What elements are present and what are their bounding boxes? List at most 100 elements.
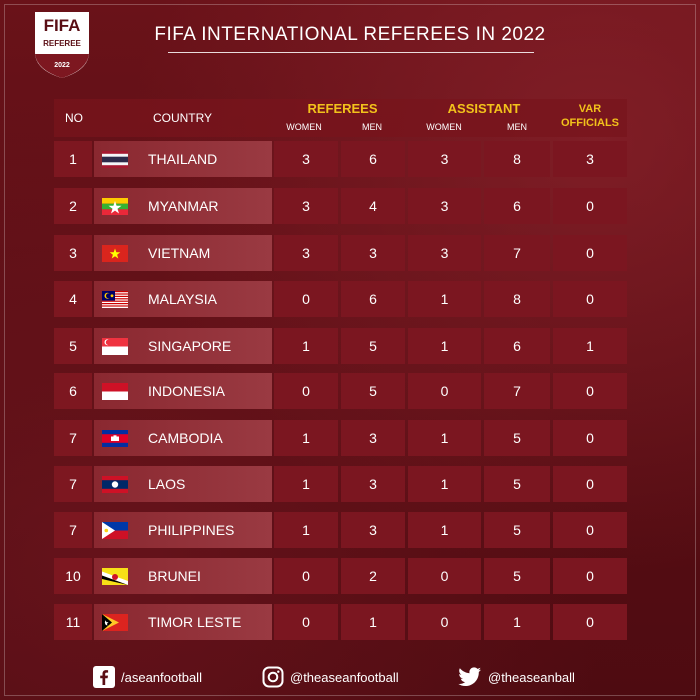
twitter-icon [458, 667, 481, 686]
indonesia-flag-icon [102, 382, 128, 400]
var-cell: 0 [553, 235, 627, 271]
var-cell: 0 [553, 188, 627, 224]
ref-men-cell: 3 [341, 466, 405, 502]
ref-men-cell: 6 [341, 281, 405, 317]
country-name: INDONESIA [148, 383, 226, 399]
footer-facebook[interactable]: /aseanfootball [93, 662, 202, 692]
ref-men-cell: 1 [341, 604, 405, 640]
ast-women-cell: 1 [408, 512, 481, 548]
ast-women-cell: 3 [408, 235, 481, 271]
page-title: FIFA INTERNATIONAL REFEREES IN 2022 [154, 24, 546, 45]
country-cell: VIETNAM [94, 235, 272, 271]
footer-instagram[interactable]: @theaseanfootball [262, 662, 399, 692]
title-underline [168, 52, 534, 53]
vietnam-flag-icon [102, 244, 128, 262]
ast-men-cell: 5 [484, 466, 550, 502]
ref-men-cell: 5 [341, 328, 405, 364]
ref-women-cell: 0 [274, 558, 338, 594]
footer-twitter[interactable]: @theaseanball [458, 662, 575, 692]
ast-women-cell: 1 [408, 328, 481, 364]
ref-women-cell: 1 [274, 512, 338, 548]
ast-women-cell: 0 [408, 373, 481, 409]
var-cell: 0 [553, 558, 627, 594]
table-row: 6 INDONESIA 0 5 0 7 0 [0, 373, 700, 409]
ref-women-cell: 0 [274, 281, 338, 317]
header-bar [54, 99, 627, 137]
var-cell: 1 [553, 328, 627, 364]
country-cell: BRUNEI [94, 558, 272, 594]
rank-cell: 5 [54, 328, 92, 364]
var-cell: 0 [553, 420, 627, 456]
country-cell: LAOS [94, 466, 272, 502]
malaysia-flag-icon [102, 290, 128, 308]
var-cell: 0 [553, 512, 627, 548]
var-cell: 0 [553, 373, 627, 409]
header-country: COUNTRY [152, 111, 213, 125]
ref-men-cell: 3 [341, 235, 405, 271]
var-cell: 3 [553, 141, 627, 177]
brunei-flag-icon [102, 567, 128, 585]
rank-cell: 10 [54, 558, 92, 594]
ast-men-cell: 6 [484, 328, 550, 364]
country-name: LAOS [148, 476, 186, 492]
table-row: 11 TIMOR LESTE 0 1 0 1 0 [0, 604, 700, 640]
footer: /aseanfootball @theaseanfootball @thease… [0, 662, 700, 692]
ref-men-cell: 5 [341, 373, 405, 409]
rank-cell: 11 [54, 604, 92, 640]
country-name: MYANMAR [148, 198, 219, 214]
logo-title: FIFA [43, 16, 81, 35]
header-ast-men: MEN [507, 122, 527, 132]
ref-women-cell: 0 [274, 604, 338, 640]
header-var-line2: OFFICIALS [560, 117, 620, 129]
ref-men-cell: 3 [341, 512, 405, 548]
rank-cell: 3 [54, 235, 92, 271]
var-cell: 0 [553, 604, 627, 640]
var-cell: 0 [553, 281, 627, 317]
table-row: 7 CAMBODIA 1 3 1 5 0 [0, 420, 700, 456]
header-referees: REFEREES [307, 101, 378, 116]
country-name: CAMBODIA [148, 430, 223, 446]
singapore-flag-icon [102, 337, 128, 355]
instagram-handle: @theaseanfootball [290, 669, 399, 685]
rank-cell: 2 [54, 188, 92, 224]
ast-men-cell: 5 [484, 420, 550, 456]
cambodia-flag-icon [102, 429, 128, 447]
country-cell: THAILAND [94, 141, 272, 177]
country-cell: SINGAPORE [94, 328, 272, 364]
shield-icon [35, 12, 89, 78]
table-row: 7 PHILIPPINES 1 3 1 5 0 [0, 512, 700, 548]
border-frame [4, 4, 696, 696]
rank-cell: 7 [54, 420, 92, 456]
ast-men-cell: 1 [484, 604, 550, 640]
country-name: VIETNAM [148, 245, 211, 261]
ref-women-cell: 3 [274, 141, 338, 177]
thailand-flag-icon [102, 150, 128, 168]
philippines-flag-icon [102, 521, 128, 539]
ref-women-cell: 0 [274, 373, 338, 409]
twitter-handle: @theaseanball [488, 669, 575, 685]
ast-men-cell: 6 [484, 188, 550, 224]
ast-men-cell: 8 [484, 281, 550, 317]
header-no: NO [65, 111, 83, 125]
ref-men-cell: 2 [341, 558, 405, 594]
country-name: SINGAPORE [148, 338, 232, 354]
ref-women-cell: 3 [274, 235, 338, 271]
instagram-icon [262, 666, 284, 688]
ast-women-cell: 0 [408, 604, 481, 640]
ast-men-cell: 7 [484, 373, 550, 409]
ast-women-cell: 3 [408, 141, 481, 177]
country-cell: MALAYSIA [94, 281, 272, 317]
header-ref-men: MEN [362, 122, 382, 132]
table-row: 4 MALAYSIA 0 6 1 8 0 [0, 281, 700, 317]
country-name: TIMOR LESTE [148, 614, 242, 630]
ast-women-cell: 3 [408, 188, 481, 224]
rank-cell: 7 [54, 512, 92, 548]
ast-men-cell: 5 [484, 558, 550, 594]
ref-women-cell: 1 [274, 466, 338, 502]
country-name: THAILAND [148, 151, 218, 167]
country-cell: INDONESIA [94, 373, 272, 409]
table-row: 3 VIETNAM 3 3 3 7 0 [0, 235, 700, 271]
country-cell: TIMOR LESTE [94, 604, 272, 640]
ast-women-cell: 1 [408, 281, 481, 317]
rank-cell: 1 [54, 141, 92, 177]
